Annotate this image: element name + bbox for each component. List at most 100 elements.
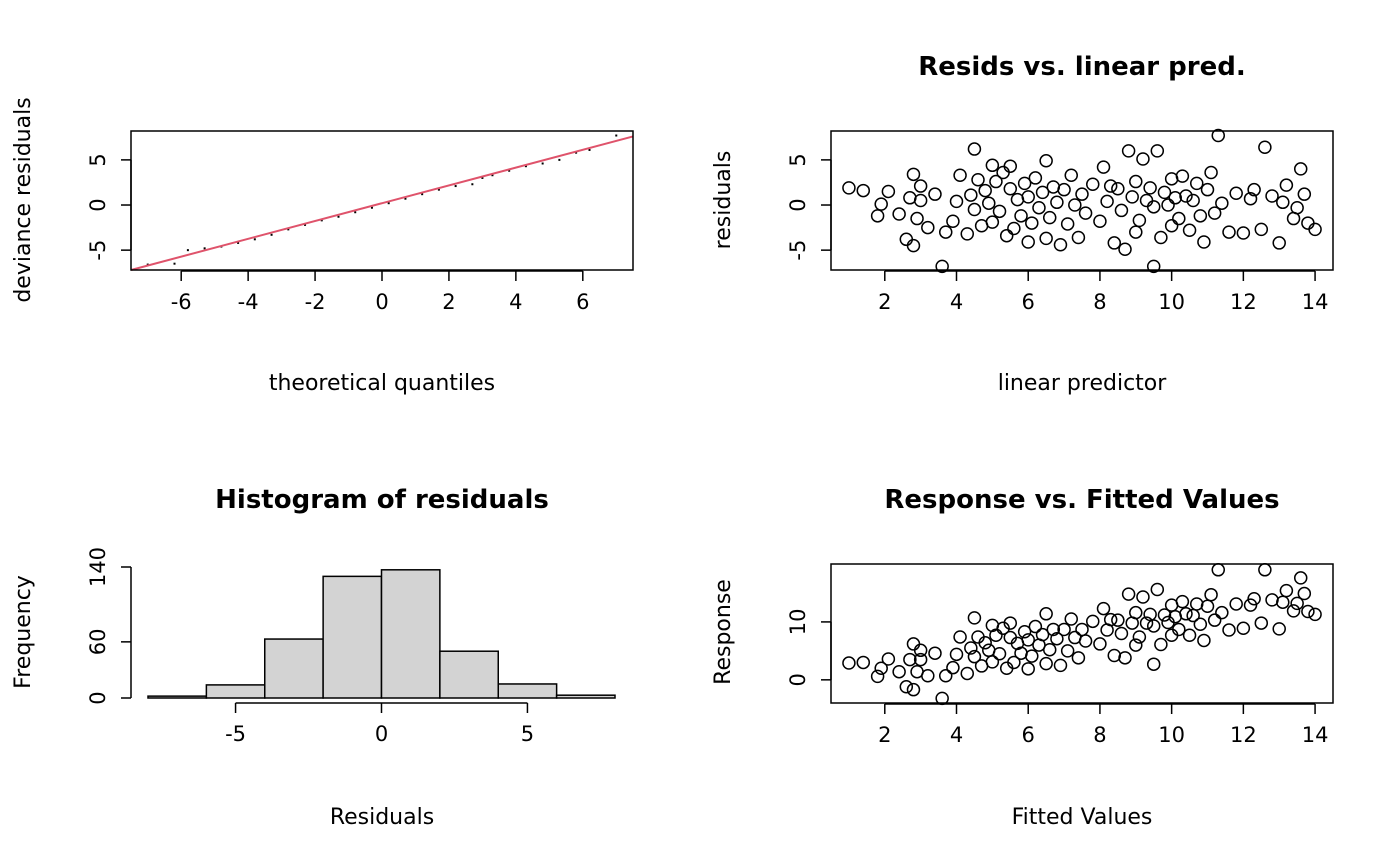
response-point	[1103, 612, 1118, 627]
resid-point	[985, 215, 1000, 229]
resid-point	[1179, 189, 1193, 203]
resid-x-tick-label: 8	[1093, 290, 1106, 314]
response-point	[1236, 621, 1251, 636]
resid-point	[1003, 159, 1018, 173]
resid-point	[1197, 235, 1211, 249]
response-point	[1039, 656, 1053, 671]
resid-point	[992, 204, 1007, 219]
resid-x-tick-label: 14	[1302, 290, 1329, 314]
resp-x-tick-label: 8	[1093, 723, 1106, 747]
response-point	[1096, 601, 1111, 616]
response-point	[1297, 586, 1312, 601]
response-point	[1247, 592, 1261, 606]
response-point	[1204, 587, 1218, 602]
resid-point	[1204, 165, 1218, 180]
resid-y-axis: -5 0 5	[786, 153, 832, 261]
response-point	[1182, 628, 1197, 642]
resid-point	[1103, 179, 1118, 193]
resid-y-tick-label: -5	[786, 240, 810, 261]
resid-point	[1039, 154, 1053, 168]
qq-point	[588, 148, 591, 151]
resid-point	[856, 183, 871, 198]
qq-point	[203, 247, 206, 250]
qq-point	[354, 211, 357, 214]
resid-point	[1035, 185, 1050, 200]
resid-point	[1114, 203, 1129, 218]
resid-point	[1297, 187, 1312, 201]
response-point	[1197, 633, 1211, 648]
response-plot-box	[830, 563, 1334, 704]
response-point	[1053, 658, 1068, 673]
resid-y-tick-label: 0	[786, 198, 810, 211]
resid-point	[1146, 259, 1161, 274]
resid-point	[1021, 235, 1035, 249]
resid-point	[1279, 178, 1294, 192]
resid-point	[1164, 219, 1179, 233]
qq-point	[186, 249, 189, 252]
resid-point	[913, 179, 928, 193]
histogram-bar	[147, 695, 208, 699]
response-point	[1042, 642, 1057, 657]
response-point	[1007, 655, 1021, 670]
resid-point	[1129, 174, 1143, 189]
resid-point	[960, 227, 975, 241]
resid-point	[1021, 190, 1035, 204]
qq-y-tick-label: -5	[86, 240, 110, 261]
qq-point	[524, 165, 527, 168]
resid-point	[964, 188, 978, 202]
resid-point	[1186, 193, 1200, 208]
resid-point	[1290, 200, 1304, 215]
resid-y-tick-label: 5	[786, 153, 810, 166]
resid-point	[1017, 176, 1032, 191]
response-x-label: Fitted Values	[1012, 805, 1153, 830]
response-point	[1150, 582, 1165, 597]
response-y-label: Response	[711, 579, 736, 685]
resid-point	[938, 225, 953, 239]
resid-point	[1118, 242, 1132, 256]
resid-point	[1071, 230, 1086, 245]
response-point	[1175, 594, 1190, 609]
response-point	[870, 669, 885, 684]
resid-point	[1068, 198, 1082, 212]
qq-point	[541, 162, 544, 165]
response-point	[1286, 604, 1301, 618]
response-point	[903, 652, 917, 667]
response-point	[1258, 563, 1272, 577]
histogram-x-label: Residuals	[330, 805, 434, 830]
response-point	[1071, 651, 1086, 665]
response-point	[1075, 622, 1089, 637]
response-point	[1154, 637, 1168, 652]
histogram-bar	[497, 683, 558, 699]
resid-point	[1150, 144, 1165, 158]
resid-point	[1146, 200, 1161, 214]
response-point	[1211, 563, 1226, 577]
resid-point	[1086, 177, 1100, 192]
resid-point	[921, 220, 935, 235]
resid-point	[892, 207, 906, 221]
qq-x-tick-label: -6	[171, 290, 192, 314]
hist-y-tick-label: 0	[86, 691, 110, 704]
resid-x-axis: 2 4 6 8 10 12 14	[878, 270, 1329, 314]
qq-x-tick-label: 4	[509, 290, 522, 314]
resid-point	[1157, 185, 1172, 200]
resid-point	[1003, 182, 1018, 196]
histogram-bars	[147, 569, 616, 699]
response-point	[906, 637, 921, 651]
resid-point	[1042, 210, 1057, 225]
resp-y-tick-label: 0	[786, 673, 810, 686]
resid-point	[1154, 230, 1168, 245]
qq-point	[421, 193, 424, 196]
resid-point	[996, 165, 1010, 180]
qq-point	[508, 169, 511, 172]
resid-point	[842, 181, 856, 195]
response-point	[1017, 625, 1032, 639]
response-point	[899, 680, 914, 694]
resid-point	[1136, 152, 1150, 166]
resid-point	[971, 172, 985, 187]
response-y-axis: 0 10	[786, 609, 832, 687]
resid-point	[1014, 209, 1028, 223]
response-point	[1118, 651, 1132, 665]
resid-point	[1093, 214, 1107, 229]
resid-point	[1143, 181, 1157, 195]
